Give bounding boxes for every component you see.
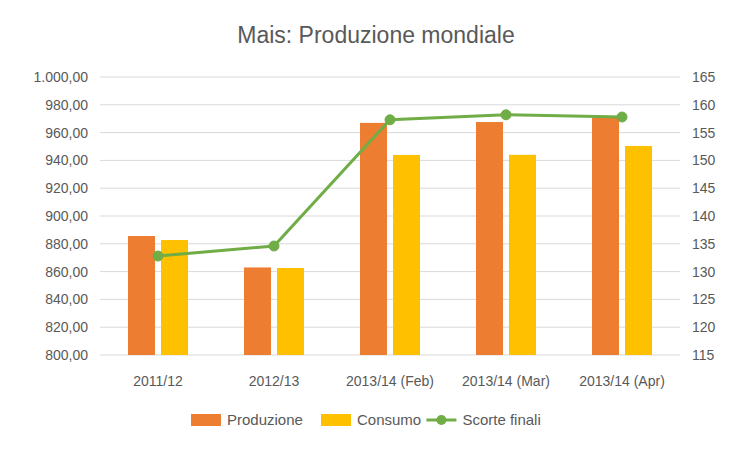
y2-tick bbox=[680, 243, 681, 244]
y-tick-label: 1.000,00 bbox=[34, 69, 89, 85]
y2-tick-label: 165 bbox=[692, 69, 716, 85]
background bbox=[0, 0, 752, 451]
marker bbox=[501, 110, 511, 120]
y2-tick bbox=[680, 160, 681, 161]
y2-tick bbox=[680, 299, 681, 300]
y2-tick bbox=[680, 132, 681, 133]
y2-tick bbox=[680, 216, 681, 217]
y2-tick-label: 135 bbox=[692, 236, 716, 252]
y2-tick-label: 130 bbox=[692, 264, 716, 280]
y2-tick-label: 155 bbox=[692, 125, 716, 141]
legend-marker bbox=[436, 415, 446, 425]
legend-swatch bbox=[191, 414, 221, 426]
y-tick-label: 800,00 bbox=[45, 347, 88, 363]
bar bbox=[393, 155, 420, 355]
y-tick-label: 900,00 bbox=[45, 208, 88, 224]
x-tick-label: 2013/14 (Feb) bbox=[346, 373, 434, 389]
y2-tick-label: 150 bbox=[692, 152, 716, 168]
grid-line bbox=[100, 104, 680, 105]
marker bbox=[269, 241, 279, 251]
y2-tick bbox=[680, 271, 681, 272]
title: Mais: Produzione mondiale bbox=[237, 22, 514, 48]
y2-tick-label: 120 bbox=[692, 319, 716, 335]
y-tick-label: 860,00 bbox=[45, 264, 88, 280]
bar bbox=[509, 155, 536, 355]
y2-tick-label: 125 bbox=[692, 291, 716, 307]
bar bbox=[592, 118, 619, 355]
y-tick-label: 920,00 bbox=[45, 180, 88, 196]
bar bbox=[244, 267, 271, 355]
bar bbox=[625, 146, 652, 355]
grid-line bbox=[100, 77, 680, 78]
line bbox=[158, 115, 622, 256]
y-tick-label: 820,00 bbox=[45, 319, 88, 335]
legend-swatch bbox=[321, 414, 351, 426]
y2-tick bbox=[680, 188, 681, 189]
bar bbox=[161, 240, 188, 355]
y-tick-label: 940,00 bbox=[45, 152, 88, 168]
legend-label: Scorte finali bbox=[462, 411, 540, 428]
axes: 800,00 820,00 840,00 860,00 880,00 900,00 920,… bbox=[34, 69, 716, 389]
x-tick-label: 2013/14 (Mar) bbox=[462, 373, 550, 389]
y2-tick bbox=[680, 355, 681, 356]
y-tick-label: 840,00 bbox=[45, 291, 88, 307]
legend-label: Consumo bbox=[357, 411, 421, 428]
legend-label: Produzione bbox=[227, 411, 303, 428]
legend: Produzione Consumo Scorte finali bbox=[191, 411, 541, 428]
y2-tick bbox=[680, 327, 681, 328]
y2-tick-label: 160 bbox=[692, 97, 716, 113]
bar bbox=[128, 236, 155, 355]
x-tick-label: 2013/14 (Apr) bbox=[579, 373, 665, 389]
x-tick-label: 2012/13 bbox=[249, 373, 300, 389]
y-tick-label: 980,00 bbox=[45, 97, 88, 113]
y2-tick bbox=[680, 77, 681, 78]
bar bbox=[360, 123, 387, 355]
y-tick-label: 880,00 bbox=[45, 236, 88, 252]
marker bbox=[385, 115, 395, 125]
chart: Mais: Produzione mondiale 800,00 820,00 840… bbox=[0, 0, 752, 451]
y2-tick bbox=[680, 104, 681, 105]
bar bbox=[277, 268, 304, 355]
bar bbox=[476, 122, 503, 355]
marks bbox=[128, 110, 652, 355]
y2-tick-label: 140 bbox=[692, 208, 716, 224]
marker bbox=[153, 251, 163, 261]
y-tick-label: 960,00 bbox=[45, 125, 88, 141]
marker bbox=[617, 112, 627, 122]
y2-tick-label: 115 bbox=[692, 347, 715, 363]
y2-tick-label: 145 bbox=[692, 180, 716, 196]
x-tick-label: 2011/12 bbox=[133, 373, 183, 389]
